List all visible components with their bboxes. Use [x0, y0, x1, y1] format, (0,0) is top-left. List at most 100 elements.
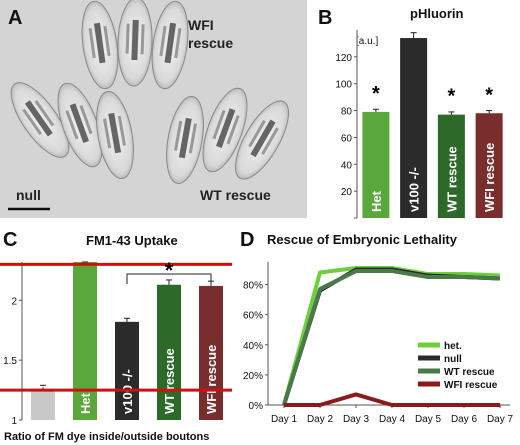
panel-c-title: FM1-43 Uptake	[86, 233, 178, 248]
panel-c-y-tick-label: 1	[11, 416, 17, 427]
embryo-trachea	[174, 28, 182, 59]
panel-b-significance: *	[447, 86, 455, 108]
panel-b-bar	[400, 38, 428, 218]
embryo	[57, 82, 103, 168]
embryo-trachea	[188, 123, 197, 154]
panel-b-bar-label: Het	[369, 190, 384, 212]
embryo-trachea	[88, 28, 96, 59]
panel-c-bar	[157, 284, 181, 420]
embryo	[117, 0, 153, 87]
wfi-rescue-label-line2: rescue	[188, 35, 233, 51]
panel-c-letter: C	[3, 229, 17, 251]
embryo-trachea	[174, 120, 183, 151]
panel-b-y-tick-label: 120	[335, 53, 352, 64]
panel-c-bar-label: WT rescue	[162, 348, 177, 414]
panel-b-bar	[475, 113, 503, 218]
embryo	[10, 82, 70, 158]
panel-b-bar-label: WFI rescue	[482, 143, 497, 212]
panel-d-series-line	[282, 269, 501, 406]
embryo-trachea	[159, 25, 167, 57]
panel-c-bar	[115, 321, 139, 420]
panel-b-letter: B	[318, 7, 332, 29]
embryo-trachea	[140, 24, 145, 55]
panel-d-legend-label: null	[444, 354, 462, 365]
embryo	[81, 0, 119, 90]
panel-c-xlabel: Ratio of FM dye inside/outside boutons	[4, 431, 209, 443]
embryo-trachea	[103, 118, 112, 149]
embryo	[96, 91, 134, 179]
panel-d-x-tick-label: Day 4	[379, 414, 406, 425]
panel-b-bar-label: v100 -/-	[407, 167, 422, 212]
panel-c-bar	[73, 262, 97, 420]
panel-d-legend-label: WT rescue	[444, 367, 495, 378]
panel-b-y-tick-label: 100	[335, 80, 352, 91]
panel-d-x-tick-label: Day 7	[487, 414, 514, 425]
panel-b-y-tick-label: 40	[341, 160, 353, 171]
embryo-trachea	[125, 23, 130, 54]
panel-b-bar	[362, 111, 390, 218]
panel-d-x-tick-label: Day 2	[307, 414, 334, 425]
panel-c-bar	[199, 285, 223, 420]
embryo-trachea	[108, 112, 122, 154]
embryo-trachea	[93, 22, 106, 64]
panel-d-title: Rescue of Embryonic Lethality	[267, 232, 458, 247]
panel-b-significance: *	[372, 83, 380, 105]
panel-d-y-tick-label: 60%	[243, 311, 263, 322]
panel-d: D Rescue of Embryonic Lethality 0% 20% 40%…	[240, 229, 513, 425]
panel-c-y-tick-label: 2	[11, 296, 17, 307]
panel-c: C FM1-43 Uptake Ratio of FM dye inside/o…	[0, 229, 232, 443]
embryo-trachea	[79, 105, 93, 135]
panel-c-significance: *	[165, 258, 174, 283]
panel-c-significance-bracket	[126, 273, 212, 284]
panel-d-y-tick-label: 80%	[243, 281, 263, 292]
wfi-rescue-label-line1: WFI	[188, 17, 214, 33]
panel-b-ylabel: [a.u.]	[356, 36, 378, 47]
panel-c-y-tick-label: 1.5	[3, 356, 17, 367]
panel-a: A WFI rescue WT rescue null	[0, 0, 307, 218]
embryo-trachea	[164, 22, 177, 64]
panel-d-x-tick-label: Day 6	[451, 414, 478, 425]
embryo-trachea	[65, 110, 79, 140]
embryo	[235, 100, 289, 180]
embryo-trachea	[34, 100, 55, 127]
panel-d-legend-label: het.	[444, 341, 462, 352]
panel-c-bar-label: v100 -/-	[120, 369, 135, 414]
panel-b-title: pHluorin	[410, 6, 463, 21]
panel-b-y-tick-label: 60	[341, 133, 353, 144]
panel-d-x-tick-label: Day 5	[415, 414, 442, 425]
embryo-group	[10, 0, 289, 184]
embryo	[202, 87, 248, 173]
embryo-trachea	[212, 110, 226, 140]
panel-d-y-tick-label: 0%	[249, 401, 264, 412]
panel-d-x-tick-label: Day 3	[343, 414, 370, 425]
panel-b-y-tick-label: 20	[341, 187, 353, 198]
embryo-trachea	[117, 115, 126, 146]
embryo-trachea	[69, 103, 89, 143]
embryo-trachea	[24, 100, 53, 137]
panel-a-letter: A	[8, 7, 22, 29]
panel-d-legend-label: WFI rescue	[444, 380, 498, 391]
panel-c-bar-label: WFI rescue	[204, 345, 219, 414]
panel-d-y-tick-label: 20%	[243, 371, 263, 382]
embryo-trachea	[103, 25, 111, 57]
panel-b-significance: *	[485, 84, 493, 106]
panel-b-bar-label: WT rescue	[444, 146, 459, 212]
null-label: null	[16, 187, 41, 203]
panel-d-series-line	[284, 392, 500, 407]
embryo	[166, 96, 204, 184]
embryo-trachea	[226, 115, 240, 145]
panel-d-letter: D	[240, 229, 254, 251]
embryo	[151, 0, 189, 90]
panel-b: B pHluorin [a.u.] 20 40 60 80 100 120 Het * v100…	[318, 6, 503, 219]
panel-b-bar	[437, 114, 465, 218]
embryo-trachea	[178, 117, 192, 159]
panel-d-y-tick-label: 40%	[243, 341, 263, 352]
panel-d-x-tick-label: Day 1	[271, 414, 298, 425]
panel-c-bar-label: Het	[78, 392, 93, 414]
embryo-trachea	[22, 108, 42, 135]
embryo-trachea	[248, 119, 266, 148]
panel-c-bar-label: unstim	[37, 357, 51, 392]
embryo-trachea	[216, 108, 236, 148]
panel-b-y-tick-label: 80	[341, 107, 353, 118]
